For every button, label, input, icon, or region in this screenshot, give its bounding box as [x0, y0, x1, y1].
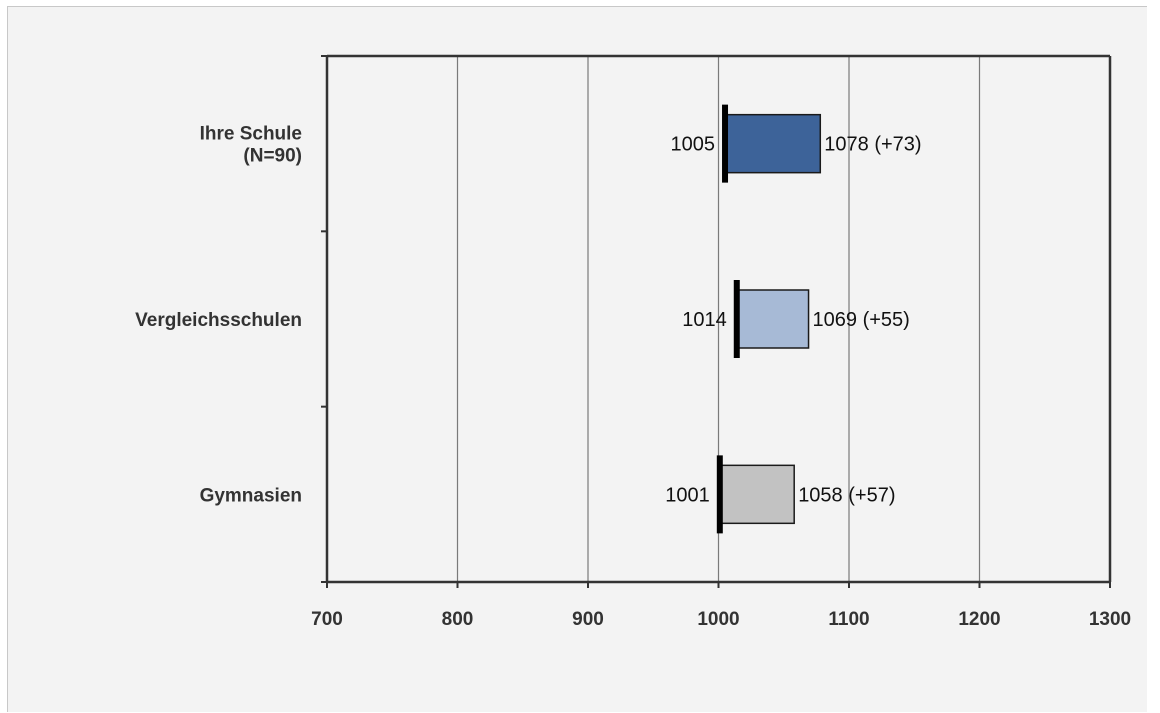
start-value-label: 1001 [665, 484, 710, 506]
x-tick-label-900: 900 [572, 609, 604, 630]
x-tick-label-700: 700 [311, 609, 343, 630]
x-tick-label-800: 800 [442, 609, 474, 630]
bar-2 [719, 464, 795, 525]
bar-0 [724, 113, 822, 174]
category-label: (N=90) [243, 146, 302, 167]
end-value-label: 1078 (+73) [824, 134, 921, 156]
end-value-label: 1069 (+55) [813, 309, 910, 331]
category-label: Gymnasien [200, 485, 302, 506]
bars: 1005 1078 (+73) 1014 1069 (+55) 1001 1058 (+5… [665, 104, 922, 534]
start-value-label: 1005 [671, 134, 716, 156]
category-label: Ihre Schule [200, 124, 302, 145]
end-value-label: 1058 (+57) [798, 484, 895, 506]
category-labels: Ihre Schule(N=90) Vergleichsschulen Gymnas… [135, 124, 302, 507]
x-tick-label-1100: 1100 [828, 609, 869, 630]
start-value-label: 1014 [682, 309, 727, 331]
x-axis-ticks: 700 800 900 1000 1100 1200 1300 [311, 582, 1131, 630]
x-tick-label-1300: 1300 [1089, 609, 1131, 630]
range-bar-chart: 700 800 900 1000 1100 1200 1300 Ihre Schule(N=… [135, 54, 1131, 630]
bar-1 [736, 289, 810, 349]
category-label: Vergleichsschulen [135, 310, 302, 331]
x-tick-label-1000: 1000 [697, 609, 739, 630]
chart-panel: 700 800 900 1000 1100 1200 1300 Ihre Schule (N=… [7, 6, 1147, 712]
x-tick-label-1200: 1200 [958, 609, 1000, 630]
